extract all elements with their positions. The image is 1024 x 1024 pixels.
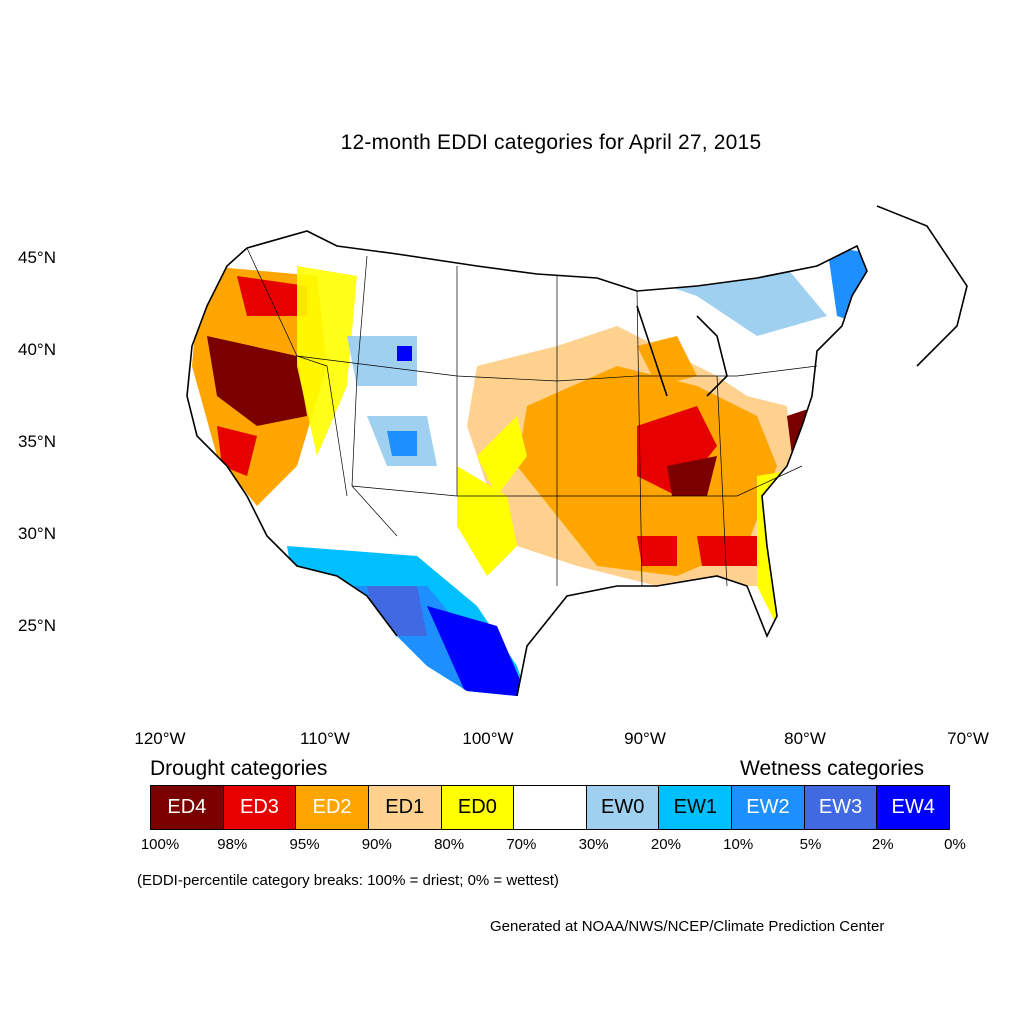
legend-cell-ed2: ED2 [296,786,369,829]
lat-label-45: 45°N [18,248,56,267]
legend-cell-ed3: ED3 [223,786,297,829]
lat-label-40: 40°N [18,340,56,359]
legend-cell-ew4: EW4 [877,786,950,829]
lon-label-110w: 110°W [300,729,350,748]
legend-break-label: 5% [799,836,822,853]
eddi-map [97,166,1005,696]
legend-break-label: 90% [361,836,392,853]
legend-break-label: 80% [434,836,465,853]
credit-line: Generated at NOAA/NWS/NCEP/Climate Predi… [490,918,885,935]
legend-break-label: 10% [723,836,754,853]
legend-break-label: 98% [217,836,248,853]
state-boundaries [246,247,818,587]
legend-cell-ew2: EW2 [732,786,805,829]
legend-color-bar: ED4 ED3 ED2 ED1 ED0 EW0 EW1 EW2 EW3 EW4 [150,785,950,830]
legend-break-label: 20% [650,836,681,853]
legend-cell-ew0: EW0 [586,786,660,829]
lon-label-90w: 90°W [624,729,666,748]
legend-cell-ew3: EW3 [804,786,878,829]
legend-break-label: 95% [289,836,320,853]
lon-label-70w: 70°W [947,729,989,748]
lat-label-25: 25°N [18,616,56,635]
lat-label-30: 30°N [18,524,56,543]
wetness-heading: Wetness categories [740,757,925,780]
legend-break-label: 100% [140,836,180,853]
lon-label-120w: 120°W [134,729,186,748]
drought-heading: Drought categories [150,757,328,780]
legend-break-label: 2% [871,836,894,853]
legend-break-label: 70% [506,836,537,853]
legend-cell-ed1: ED1 [368,786,442,829]
legend-break-label: 30% [578,836,609,853]
map-title: 12-month EDDI categories for April 27, 2… [340,131,762,154]
lon-label-80w: 80°W [784,729,826,748]
lat-label-35: 35°N [18,432,56,451]
legend-cell-ed4: ED4 [151,786,224,829]
coastline-outline [186,205,968,696]
category-note: (EDDI-percentile category breaks: 100% =… [137,872,559,889]
legend-cell-ew1: EW1 [659,786,733,829]
legend-cell-ed0: ED0 [441,786,515,829]
lon-label-100w: 100°W [462,729,514,748]
legend-break-label: 0% [944,836,966,853]
legend-cell-neutral [514,786,587,829]
